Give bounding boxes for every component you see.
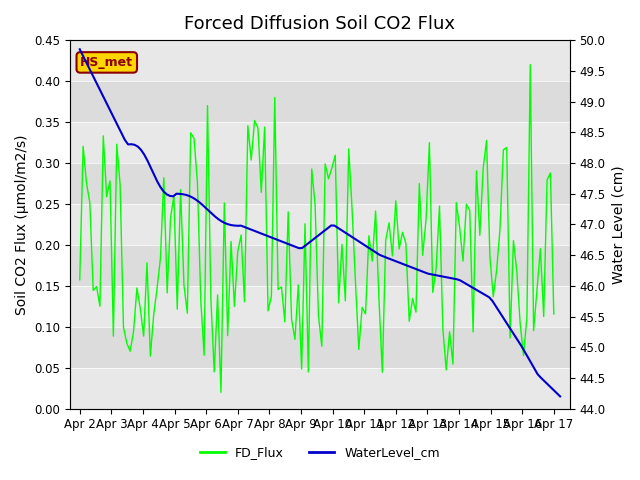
Bar <box>70 204 570 245</box>
Bar <box>70 40 570 81</box>
Y-axis label: Soil CO2 Flux (μmol/m2/s): Soil CO2 Flux (μmol/m2/s) <box>15 134 29 315</box>
Y-axis label: Water Level (cm): Water Level (cm) <box>611 165 625 284</box>
Bar <box>70 122 570 163</box>
Bar <box>70 327 570 368</box>
Bar <box>70 368 570 408</box>
Bar <box>70 286 570 327</box>
Bar <box>70 81 570 122</box>
Bar <box>70 163 570 204</box>
Title: Forced Diffusion Soil CO2 Flux: Forced Diffusion Soil CO2 Flux <box>184 15 456 33</box>
Legend: FD_Flux, WaterLevel_cm: FD_Flux, WaterLevel_cm <box>195 441 445 464</box>
Text: HS_met: HS_met <box>80 56 133 69</box>
Bar <box>70 245 570 286</box>
